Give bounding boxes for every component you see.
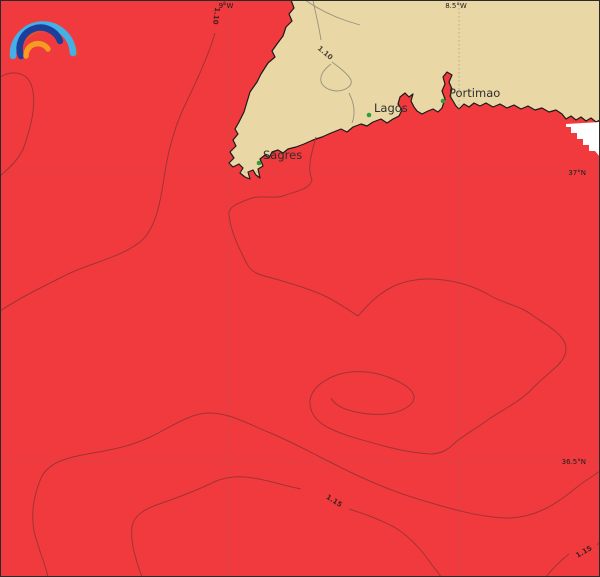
town-dot-lagos [366,112,372,118]
place-label-lagos: Lagos [374,101,408,115]
place-label-portimao: Portimao [449,86,500,100]
grid-label-9w: 9°W [219,2,234,10]
contour-line [0,32,216,312]
contour-label: 1.10 [211,7,221,25]
land-contours [304,0,361,124]
no-data-area [566,122,600,157]
contour-line [0,72,35,177]
land-portugal [228,0,600,180]
grid-label-37n: 37°N [568,169,586,177]
contour-line [348,508,442,577]
grid-label-8-5w: 8.5°W [445,2,467,10]
place-label-sagres: Sagres [263,148,302,162]
contour-line [312,0,322,41]
contour-line [320,61,352,92]
rainbow-logo-icon [9,21,79,60]
logo-arc-orange [23,40,51,59]
contour-line [304,0,361,26]
towns: Sagres Lagos Portimao [256,86,500,166]
logo-arc-navy [16,24,64,60]
grid-label-36-5n: 36.5°N [562,458,586,466]
contour-line [228,136,567,455]
contour-line [32,412,600,577]
town-dot-portimao [440,98,446,104]
contour-line [131,476,302,577]
town-dot-sagres [256,160,262,166]
contour-line [348,92,355,124]
contour-line [545,553,570,577]
